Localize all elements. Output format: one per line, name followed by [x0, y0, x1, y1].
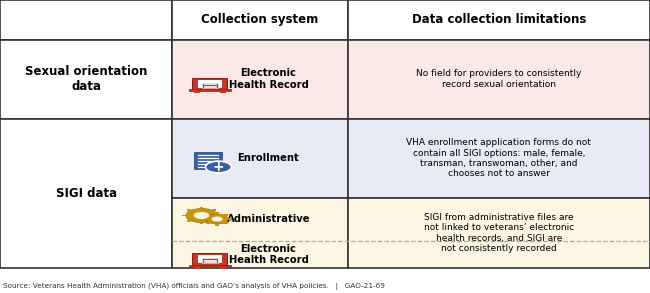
Bar: [348, 198, 650, 268]
Bar: [172, 119, 348, 198]
Bar: [218, 214, 222, 216]
Circle shape: [205, 161, 231, 173]
Bar: [200, 81, 207, 82]
Bar: [348, 0, 650, 40]
Text: SIGI from administrative files are
not linked to veterans’ electronic
health rec: SIGI from administrative files are not l…: [424, 213, 574, 253]
Bar: [172, 40, 348, 119]
Bar: [0, 0, 172, 40]
Text: Sexual orientation
data: Sexual orientation data: [25, 65, 148, 93]
Bar: [348, 119, 650, 198]
Circle shape: [212, 217, 222, 222]
Bar: [194, 152, 222, 169]
Bar: [172, 198, 348, 268]
Bar: [206, 214, 210, 216]
Bar: [224, 214, 228, 216]
Bar: [228, 218, 232, 220]
Bar: [192, 253, 227, 265]
Text: Source: Veterans Health Administration (VHA) officials and GAO’s analysis of VHA: Source: Veterans Health Administration (…: [3, 283, 385, 290]
Bar: [198, 255, 222, 263]
Bar: [188, 265, 231, 267]
Bar: [224, 222, 228, 224]
Bar: [215, 212, 219, 214]
Circle shape: [194, 212, 209, 219]
Circle shape: [206, 214, 228, 224]
Bar: [0, 119, 172, 268]
Text: Collection system: Collection system: [202, 13, 318, 26]
Bar: [215, 224, 219, 226]
Bar: [220, 267, 226, 268]
Bar: [187, 209, 190, 211]
Text: SIGI data: SIGI data: [55, 187, 117, 200]
Bar: [192, 78, 227, 90]
Text: +: +: [213, 160, 224, 174]
Bar: [202, 83, 218, 88]
Bar: [181, 214, 185, 216]
Bar: [200, 223, 203, 224]
Bar: [172, 0, 348, 40]
Bar: [200, 207, 203, 208]
Bar: [202, 218, 206, 220]
Text: Enrollment: Enrollment: [238, 153, 300, 163]
Bar: [194, 267, 200, 268]
Bar: [187, 220, 190, 222]
Bar: [213, 220, 216, 222]
Text: Electronic
Health Record: Electronic Health Record: [229, 68, 308, 90]
Bar: [0, 40, 172, 119]
Bar: [198, 80, 222, 88]
Text: VHA enrollment application forms do not
contain all SIGI options: male, female,
: VHA enrollment application forms do not …: [406, 138, 592, 178]
Text: Electronic
Health Record: Electronic Health Record: [229, 244, 308, 265]
Text: No field for providers to consistently
record sexual orientation: No field for providers to consistently r…: [416, 69, 582, 89]
Bar: [188, 89, 231, 91]
Bar: [202, 258, 218, 263]
Bar: [206, 222, 210, 224]
Bar: [194, 91, 200, 93]
Bar: [200, 256, 207, 258]
Text: Administrative: Administrative: [227, 214, 310, 224]
Circle shape: [186, 209, 217, 223]
Bar: [348, 40, 650, 119]
Text: Data collection limitations: Data collection limitations: [411, 13, 586, 26]
Bar: [213, 209, 216, 211]
Bar: [220, 91, 226, 93]
